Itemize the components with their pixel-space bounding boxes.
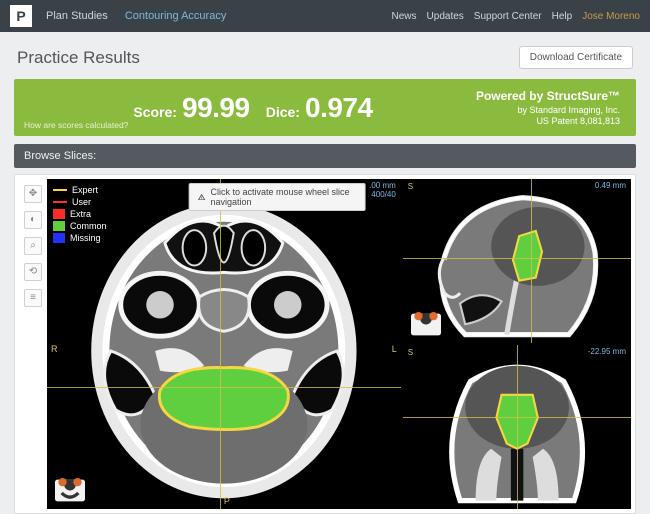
axial-letter-l: L	[392, 344, 397, 354]
tool-zoom[interactable]: ⌕	[24, 237, 42, 255]
tool-column: ✥ ◐ ⌕ ⟲ ≡	[19, 179, 47, 509]
dice-value: 0.974	[305, 92, 373, 123]
page-body: Practice Results Download Certificate Ho…	[0, 32, 650, 514]
legend-user-label: User	[72, 197, 91, 207]
legend-missing-label: Missing	[70, 233, 101, 243]
cor-letter-s: S	[408, 348, 413, 357]
tool-contrast[interactable]: ◐	[24, 211, 42, 229]
orientation-cube-icon[interactable]	[53, 473, 87, 503]
download-certificate-button[interactable]: Download Certificate	[519, 46, 633, 69]
sag-crosshair-h[interactable]	[403, 258, 631, 259]
tool-move[interactable]: ✥	[24, 185, 42, 203]
warning-icon	[197, 192, 205, 202]
score-value: 99.99	[182, 92, 250, 123]
legend-common-label: Common	[70, 221, 107, 231]
score-banner: How are scores calculated? Score: 99.99 …	[14, 79, 636, 136]
scroll-hint-text: Click to activate mouse wheel slice navi…	[210, 187, 356, 207]
link-news[interactable]: News	[392, 11, 417, 22]
link-updates[interactable]: Updates	[427, 11, 464, 22]
sagittal-pane[interactable]: S 0.49 mm	[403, 179, 631, 343]
scroll-hint[interactable]: Click to activate mouse wheel slice navi…	[188, 183, 365, 211]
legend: Expert User Extra Common Missing	[53, 185, 107, 245]
legend-missing-swatch	[53, 233, 65, 243]
axial-letter-r: R	[51, 344, 58, 354]
legend-common-swatch	[53, 221, 65, 231]
score-label: Score:	[133, 104, 177, 120]
powered-line1: Powered by StructSure™	[476, 89, 620, 105]
legend-expert-label: Expert	[72, 185, 98, 195]
legend-extra-swatch	[53, 209, 65, 219]
sag-orientation-icon[interactable]	[409, 307, 443, 337]
cor-slice-pos: -22.95 mm	[588, 348, 626, 357]
sag-slice-pos: 0.49 mm	[595, 182, 626, 191]
top-nav: Plan Studies Contouring Accuracy	[46, 10, 240, 22]
powered-by: Powered by StructSure™ by Standard Imagi…	[476, 89, 620, 128]
viewer-canvas[interactable]: Expert User Extra Common Missing Click t…	[47, 179, 631, 509]
browse-slices-bar: Browse Slices:	[14, 144, 636, 168]
page-title: Practice Results	[17, 48, 140, 68]
axial-crosshair-v[interactable]	[220, 179, 221, 509]
axial-window: 400/40	[369, 191, 396, 200]
nav-contouring-accuracy[interactable]: Contouring Accuracy	[125, 10, 227, 22]
top-nav-right: News Updates Support Center Help Jose Mo…	[392, 11, 640, 22]
nav-plan-studies[interactable]: Plan Studies	[46, 10, 108, 22]
sag-letter-s: S	[408, 182, 413, 191]
coronal-pane[interactable]: S -22.95 mm	[403, 345, 631, 509]
axial-info: .00 mm 400/40	[369, 182, 396, 200]
topbar: P Plan Studies Contouring Accuracy News …	[0, 0, 650, 32]
axial-crosshair-h[interactable]	[47, 387, 401, 388]
tool-reset[interactable]: ⟲	[24, 263, 42, 281]
link-support[interactable]: Support Center	[474, 11, 542, 22]
viewer-panel: ✥ ◐ ⌕ ⟲ ≡ Expert User Extra Common Missi…	[14, 174, 636, 514]
user-menu[interactable]: Jose Moreno	[582, 11, 640, 22]
powered-line3: US Patent 8,081,813	[476, 116, 620, 128]
header-row: Practice Results Download Certificate	[14, 32, 636, 79]
legend-user-swatch	[53, 201, 67, 203]
dice-label: Dice:	[266, 104, 300, 120]
logo[interactable]: P	[10, 5, 32, 27]
cor-crosshair-v[interactable]	[517, 345, 518, 509]
link-help[interactable]: Help	[552, 11, 573, 22]
axial-letter-p: P	[224, 496, 230, 506]
how-scores-link[interactable]: How are scores calculated?	[24, 120, 128, 130]
legend-expert-swatch	[53, 189, 67, 191]
right-column: S 0.49 mm	[403, 179, 631, 509]
sag-crosshair-v[interactable]	[531, 179, 532, 343]
axial-pane[interactable]: Expert User Extra Common Missing Click t…	[47, 179, 401, 509]
tool-info[interactable]: ≡	[24, 289, 42, 307]
legend-extra-label: Extra	[70, 209, 91, 219]
powered-line2: by Standard Imaging, Inc.	[476, 105, 620, 117]
